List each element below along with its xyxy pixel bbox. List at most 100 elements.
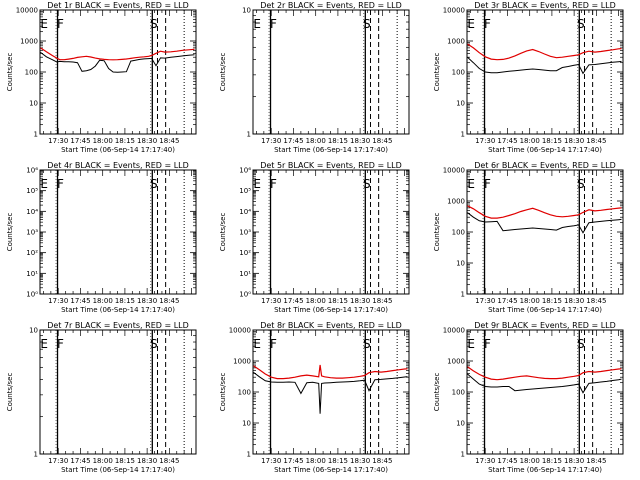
marker-letter: S: [150, 177, 158, 191]
lld-series-line: [253, 364, 408, 380]
plot-frame: [252, 329, 410, 455]
y-tick-label: 1: [247, 131, 251, 139]
plot-frame: [39, 169, 197, 295]
y-tick-label: 10: [242, 420, 251, 428]
x-tick-label: 17:30: [475, 457, 495, 465]
x-tick-label: 17:45: [497, 457, 517, 465]
x-tick-label: 18:30: [350, 137, 370, 145]
y-tick-label: 1000: [447, 358, 465, 366]
x-axis-label: Start Time (06-Sep-14 17:17:40): [61, 466, 175, 474]
y-tick-label: 10: [456, 100, 465, 108]
y-tick-label: 10²: [26, 249, 38, 257]
marker-letter: F: [270, 17, 277, 31]
x-tick-label: 17:45: [283, 297, 303, 305]
x-tick-label: 18:00: [520, 457, 540, 465]
x-tick-label: 18:30: [137, 137, 157, 145]
marker-letter: S: [150, 337, 158, 351]
x-axis-label: Start Time (06-Sep-14 17:17:40): [488, 146, 602, 154]
y-tick-label: 100: [238, 389, 251, 397]
marker-letter: S: [577, 17, 585, 31]
plot-frame: [39, 329, 197, 455]
x-tick-label: 17:30: [48, 137, 68, 145]
marker-letter: E: [40, 337, 48, 351]
x-tick-label: 18:15: [115, 137, 135, 145]
y-tick-label: 10: [456, 420, 465, 428]
x-tick-label: 18:45: [586, 137, 606, 145]
marker-letter: E: [467, 337, 475, 351]
y-tick-label: 10⁶: [26, 167, 38, 175]
marker-letter: F: [57, 17, 64, 31]
marker-letter: F: [484, 177, 491, 191]
marker-letter: S: [363, 17, 371, 31]
lld-series-line: [40, 47, 195, 61]
x-tick-label: 18:15: [328, 297, 348, 305]
y-tick-label: 10⁰: [26, 291, 38, 299]
y-axis-label: Counts/sec: [433, 53, 441, 92]
marker-letter: E: [467, 17, 475, 31]
x-axis-label: Start Time (06-Sep-14 17:17:40): [274, 306, 388, 314]
x-tick-label: 18:30: [564, 137, 584, 145]
y-tick-label: 1: [461, 451, 465, 459]
panel-title: Det 6r BLACK = Events, RED = LLD: [474, 161, 616, 170]
x-tick-label: 18:00: [93, 457, 113, 465]
y-tick-label: 100: [452, 69, 465, 77]
marker-letter: F: [484, 17, 491, 31]
marker-letter: F: [57, 177, 64, 191]
detector-panel: Det 6r BLACK = Events, RED = LLD Counts/s…: [433, 161, 624, 314]
x-tick-label: 18:15: [542, 137, 562, 145]
marker-letter: F: [270, 337, 277, 351]
marker-letter: F: [484, 337, 491, 351]
x-tick-label: 18:30: [564, 457, 584, 465]
x-tick-label: 18:15: [115, 297, 135, 305]
x-axis-label: Start Time (06-Sep-14 17:17:40): [61, 146, 175, 154]
x-tick-label: 18:00: [306, 297, 326, 305]
y-tick-label: 100: [452, 229, 465, 237]
events-series-line: [467, 373, 622, 394]
x-tick-label: 18:45: [586, 457, 606, 465]
x-tick-label: 17:45: [70, 137, 90, 145]
panel-title: Det 3r BLACK = Events, RED = LLD: [474, 1, 616, 10]
y-tick-label: 10³: [26, 229, 38, 237]
marker-letter: E: [253, 17, 261, 31]
x-tick-label: 17:30: [475, 297, 495, 305]
y-tick-label: 1: [34, 131, 38, 139]
y-tick-label: 10⁵: [26, 187, 38, 195]
y-tick-label: 1000: [233, 358, 251, 366]
y-tick-label: 10: [242, 7, 251, 15]
x-tick-label: 18:00: [93, 137, 113, 145]
x-tick-label: 18:45: [372, 297, 392, 305]
detector-panel: Det 1r BLACK = Events, RED = LLD Counts/s…: [6, 1, 197, 154]
x-tick-label: 17:30: [48, 457, 68, 465]
x-tick-label: 18:00: [520, 137, 540, 145]
x-axis-label: Start Time (06-Sep-14 17:17:40): [488, 306, 602, 314]
x-tick-label: 18:45: [586, 297, 606, 305]
y-tick-label: 10: [29, 100, 38, 108]
marker-letter: E: [40, 177, 48, 191]
marker-letter: S: [577, 177, 585, 191]
y-axis-label: Counts/sec: [6, 53, 14, 92]
y-tick-label: 10000: [443, 7, 465, 15]
x-tick-label: 18:30: [350, 297, 370, 305]
events-series-line: [467, 212, 622, 234]
x-tick-label: 18:15: [328, 457, 348, 465]
panel-title: Det 2r BLACK = Events, RED = LLD: [260, 1, 402, 10]
y-tick-label: 10: [29, 327, 38, 335]
panel-title: Det 5r BLACK = Events, RED = LLD: [260, 161, 402, 170]
marker-letter: E: [40, 17, 48, 31]
x-tick-label: 17:45: [283, 137, 303, 145]
x-tick-label: 18:15: [328, 137, 348, 145]
y-tick-label: 10¹: [26, 270, 38, 278]
events-series-line: [467, 56, 622, 75]
y-tick-label: 1: [247, 451, 251, 459]
panel-title: Det 4r BLACK = Events, RED = LLD: [47, 161, 189, 170]
x-tick-label: 17:45: [283, 457, 303, 465]
x-tick-label: 18:00: [306, 137, 326, 145]
y-axis-label: Counts/sec: [219, 53, 227, 92]
x-tick-label: 18:45: [159, 297, 179, 305]
x-tick-label: 18:15: [542, 457, 562, 465]
y-tick-label: 10⁴: [26, 208, 38, 216]
x-tick-label: 17:45: [497, 137, 517, 145]
y-tick-label: 1000: [447, 198, 465, 206]
y-tick-label: 10000: [16, 7, 38, 15]
